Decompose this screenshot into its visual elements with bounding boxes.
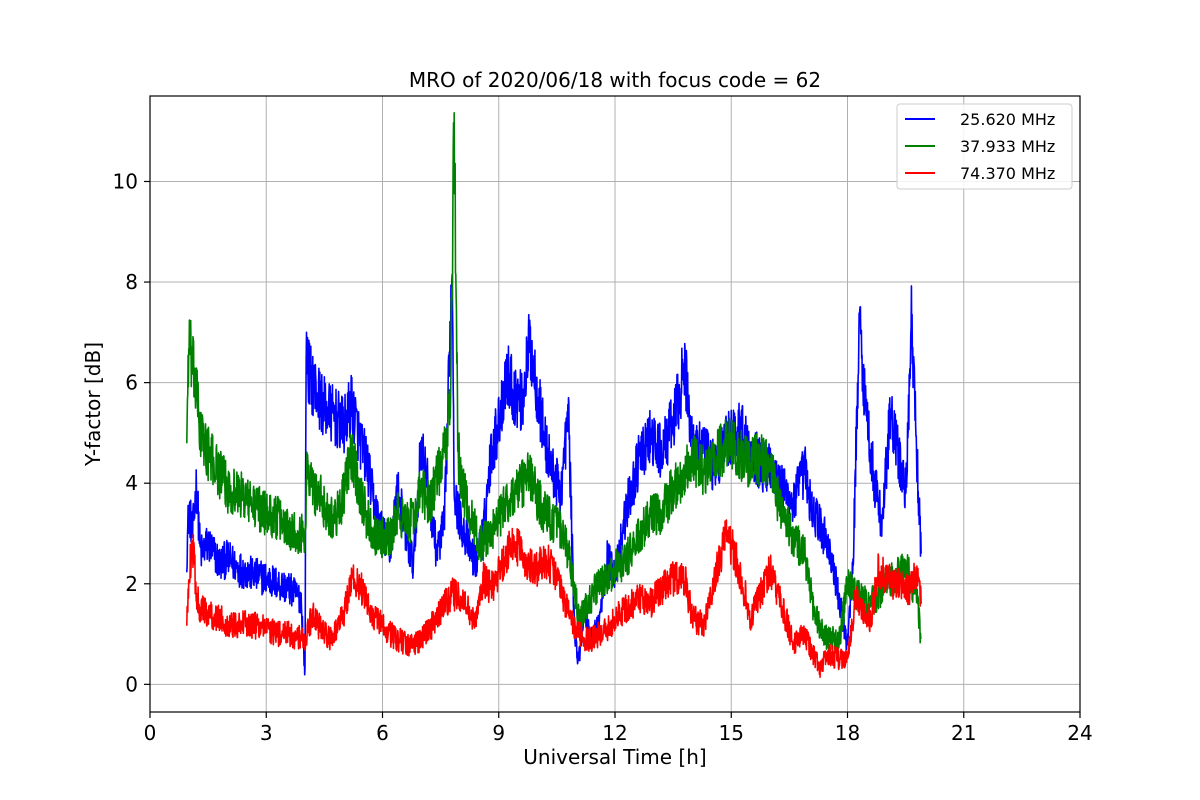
x-tick-label: 6 xyxy=(376,721,389,745)
x-tick-label: 15 xyxy=(719,721,744,745)
x-tick-label: 9 xyxy=(492,721,505,745)
chart-title: MRO of 2020/06/18 with focus code = 62 xyxy=(409,68,821,92)
x-tick-label: 24 xyxy=(1067,721,1092,745)
series-line-1 xyxy=(186,273,922,676)
series-line-2 xyxy=(186,111,922,651)
y-tick-label: 8 xyxy=(125,270,138,294)
series-layer xyxy=(186,111,922,679)
y-tick-label: 10 xyxy=(113,169,138,193)
y-tick-label: 2 xyxy=(125,572,138,596)
y-tick-label: 4 xyxy=(125,471,138,495)
y-tick-label: 6 xyxy=(125,371,138,395)
x-axis-label: Universal Time [h] xyxy=(523,745,706,769)
legend-entry: 37.933 MHz xyxy=(960,137,1055,156)
x-tick-label: 12 xyxy=(602,721,627,745)
legend-entry: 25.620 MHz xyxy=(960,110,1055,129)
x-tick-label: 3 xyxy=(260,721,273,745)
legend-box xyxy=(896,103,1073,190)
y-axis-label: Y-factor [dB] xyxy=(81,342,105,467)
y-tick-label: 0 xyxy=(125,672,138,696)
legend: 25.620 MHz 37.933 MHz 74.370 MHz xyxy=(896,103,1073,190)
x-tick-label: 0 xyxy=(144,721,157,745)
x-tick-label: 18 xyxy=(835,721,860,745)
legend-entry: 74.370 MHz xyxy=(960,164,1055,183)
x-tick-label: 21 xyxy=(951,721,976,745)
series-line-3 xyxy=(186,519,922,679)
